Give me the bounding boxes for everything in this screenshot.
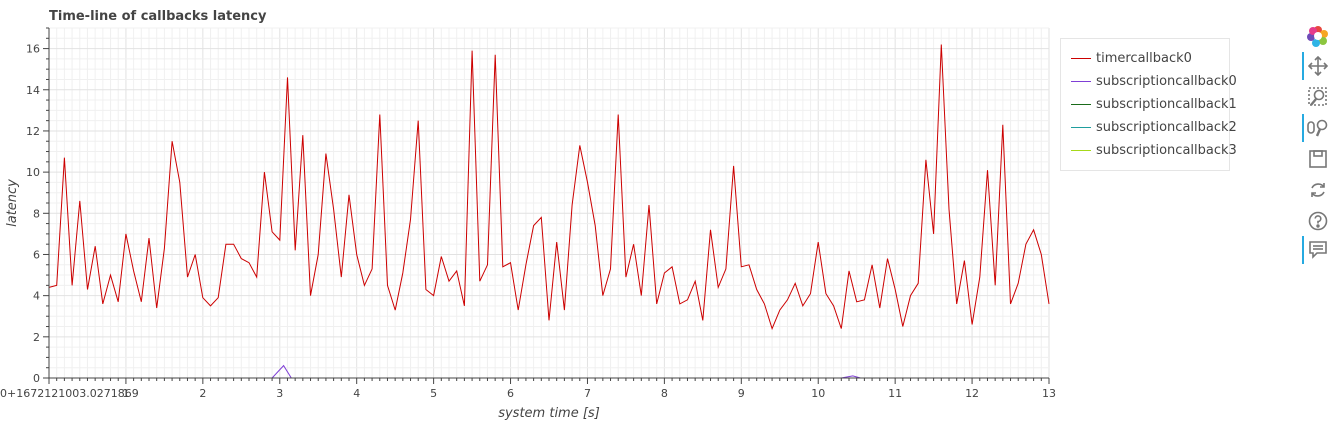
x-tick-label: 3: [276, 387, 283, 400]
y-tick-label: 16: [26, 43, 40, 56]
x-tick-label: 13: [1042, 387, 1056, 400]
x-offset-label: 0+1672121003.0271869: [0, 387, 139, 400]
legend-item-subscriptioncallback1[interactable]: subscriptioncallback1: [1071, 94, 1237, 114]
legend-item-timercallback0[interactable]: timercallback0: [1071, 48, 1192, 68]
x-tick-label: 4: [353, 387, 360, 400]
legend-swatch: [1071, 126, 1091, 128]
x-tick-label: 7: [584, 387, 591, 400]
hover-icon[interactable]: [1302, 236, 1332, 264]
reset-icon[interactable]: [1304, 176, 1332, 204]
x-tick-label: 12: [965, 387, 979, 400]
chart-title: Time-line of callbacks latency: [49, 9, 267, 24]
x-tick-label: 11: [888, 387, 902, 400]
y-tick-label: 14: [26, 84, 40, 97]
y-tick-label: 6: [33, 248, 40, 261]
help-icon[interactable]: [1304, 207, 1332, 235]
series-line-timercallback0: [48, 44, 1050, 331]
legend-swatch: [1071, 103, 1091, 105]
pan-icon[interactable]: [1302, 52, 1332, 80]
y-tick-label: 10: [26, 166, 40, 179]
toolbar: [1302, 22, 1333, 272]
bokeh-logo-icon[interactable]: [1304, 22, 1332, 50]
grid: [48, 27, 1050, 379]
x-tick-label: 10: [811, 387, 825, 400]
x-tick-label: 5: [430, 387, 437, 400]
x-tick-label: 1: [122, 387, 129, 400]
x-tick-label: 2: [199, 387, 206, 400]
y-tick-label: 8: [33, 207, 40, 220]
legend-item-subscriptioncallback2[interactable]: subscriptioncallback2: [1071, 117, 1237, 137]
x-tick-label: 9: [738, 387, 745, 400]
y-axis-label: latency: [5, 179, 20, 227]
legend-label: subscriptioncallback2: [1096, 119, 1237, 135]
wheel-zoom-icon[interactable]: [1302, 114, 1332, 142]
y-tick-label: 2: [33, 331, 40, 344]
legend-item-subscriptioncallback0[interactable]: subscriptioncallback0: [1071, 71, 1237, 91]
x-tick-label: 8: [661, 387, 668, 400]
box-zoom-icon[interactable]: [1304, 83, 1332, 111]
x-tick-label: 6: [507, 387, 514, 400]
legend-label: subscriptioncallback3: [1096, 142, 1237, 158]
save-icon[interactable]: [1304, 145, 1332, 173]
legend-item-subscriptioncallback3[interactable]: subscriptioncallback3: [1071, 140, 1237, 160]
legend-label: timercallback0: [1096, 50, 1192, 66]
legend-label: subscriptioncallback0: [1096, 73, 1237, 89]
legend-swatch: [1071, 149, 1091, 151]
x-axis-label: system time [s]: [498, 406, 600, 421]
legend: timercallback0 subscriptioncallback0 sub…: [1060, 38, 1237, 171]
y-tick-label: 0: [33, 372, 40, 385]
legend-swatch: [1071, 57, 1091, 59]
y-tick-label: 4: [33, 290, 40, 303]
legend-swatch: [1071, 80, 1091, 82]
legend-label: subscriptioncallback1: [1096, 96, 1237, 112]
y-tick-label: 12: [26, 125, 40, 138]
